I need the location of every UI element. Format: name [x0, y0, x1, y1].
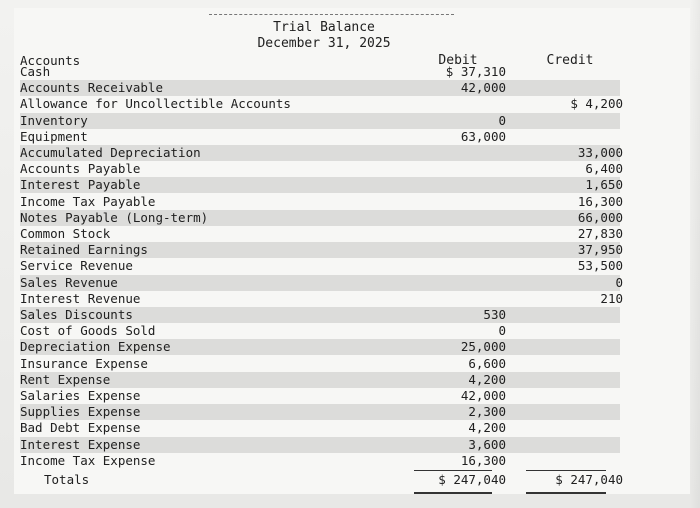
account-name: Sales Discounts — [20, 307, 133, 322]
account-row: Accounts Receivable 42,000 — [20, 80, 620, 97]
account-row: Interest Expense 3,600 — [20, 436, 620, 453]
account-row: Interest Payable 1,650 — [20, 177, 623, 194]
account-row: Accounts Payable 6,400 — [20, 161, 623, 177]
account-row: Cost of Goods Sold 0 — [20, 323, 620, 339]
debit-amount: $ 37,310 — [445, 64, 506, 79]
account-row: Service Revenue 53,500 — [20, 258, 623, 274]
credit-amount: 53,500 — [577, 258, 623, 274]
credit-amount: 27,830 — [577, 226, 623, 241]
side-shadow — [690, 0, 700, 508]
top-dashed-rule — [209, 14, 454, 15]
debit-amount: 0 — [498, 112, 506, 128]
account-row: Retained Earnings 37,950 — [20, 242, 623, 259]
totals-label: Totals — [44, 472, 90, 487]
credit-header: Credit — [546, 53, 594, 68]
credit-amount: 210 — [600, 290, 623, 306]
account-name: Income Tax Payable — [20, 193, 156, 209]
account-name: Inventory — [20, 112, 88, 128]
report-date: December 31, 2025 — [257, 36, 391, 51]
account-name: Accumulated Depreciation — [20, 145, 201, 160]
debit-amount: 42,000 — [460, 80, 506, 96]
account-row: Cash $ 37,310 — [20, 64, 620, 80]
credit-amount: 16,300 — [577, 193, 623, 209]
totals-debit: $ 247,040 — [438, 472, 506, 487]
account-row: Accumulated Depreciation 33,000 — [20, 145, 623, 161]
debit-amount: 2,300 — [468, 404, 506, 420]
account-name: Accounts Payable — [20, 161, 141, 177]
debit-amount: 4,200 — [468, 420, 506, 436]
account-name: Salaries Expense — [20, 388, 141, 403]
debit-amount: 63,000 — [460, 128, 506, 144]
account-row: Interest Revenue 210 — [20, 290, 623, 307]
account-row: Sales Revenue 0 — [20, 274, 623, 291]
account-name: Retained Earnings — [20, 242, 148, 258]
account-name: Sales Revenue — [20, 274, 118, 290]
debit-total-double-rule — [414, 492, 492, 494]
account-row: Sales Discounts 530 — [20, 307, 620, 323]
debit-amount: 4,200 — [468, 371, 506, 387]
account-row: Insurance Expense 6,600 — [20, 356, 620, 372]
account-name: Bad Debt Expense — [20, 420, 141, 436]
debit-amount: 25,000 — [460, 339, 506, 355]
account-row: Inventory 0 — [20, 112, 620, 129]
credit-amount: 6,400 — [585, 161, 623, 177]
header-row: Accounts — [20, 46, 620, 70]
credit-amount: 37,950 — [577, 242, 623, 258]
report-title-block: Trial Balance December 31, 2025 — [234, 20, 414, 52]
account-name: Equipment — [20, 128, 88, 144]
trial-balance-sheet: Trial Balance December 31, 2025 Accounts… — [14, 8, 690, 494]
account-name: Cost of Goods Sold — [20, 323, 156, 339]
account-row: Supplies Expense 2,300 — [20, 404, 620, 421]
totals-row: Totals $ 247,040 $ 247,040 — [20, 470, 623, 492]
account-name: Common Stock — [20, 226, 111, 241]
credit-amount: $ 4,200 — [570, 96, 623, 112]
account-row: Allowance for Uncollectible Accounts $ 4,… — [20, 96, 623, 112]
debit-amount: 42,000 — [460, 388, 506, 403]
account-row: Common Stock 27,830 — [20, 226, 623, 242]
debit-amount: 16,300 — [460, 452, 506, 468]
account-name: Interest Payable — [20, 177, 141, 193]
credit-amount: 0 — [615, 274, 623, 290]
debit-total-rule — [414, 470, 492, 471]
account-name: Depreciation Expense — [20, 339, 171, 355]
account-name: Allowance for Uncollectible Accounts — [20, 96, 291, 112]
totals-credit: $ 247,040 — [555, 472, 623, 487]
account-row: Income Tax Payable 16,300 — [20, 193, 623, 210]
account-row: Income Tax Expense 16,300 — [20, 453, 620, 469]
credit-amount: 1,650 — [585, 177, 623, 193]
account-row: Rent Expense 4,200 — [20, 371, 620, 388]
debit-amount: 0 — [498, 323, 506, 339]
report-title: Trial Balance — [273, 20, 375, 35]
credit-total-rule — [526, 470, 606, 471]
debit-amount: 3,600 — [468, 436, 506, 452]
credit-amount: 33,000 — [577, 145, 623, 160]
account-row: Notes Payable (Long-term) 66,000 — [20, 209, 623, 226]
account-row: Depreciation Expense 25,000 — [20, 339, 620, 356]
account-row: Equipment 63,000 — [20, 129, 620, 145]
credit-amount: 66,000 — [577, 209, 623, 225]
account-name: Accounts Receivable — [20, 80, 163, 96]
account-name: Cash — [20, 64, 51, 79]
debit-amount: 530 — [483, 307, 506, 322]
account-row: Bad Debt Expense 4,200 — [20, 420, 620, 436]
account-name: Supplies Expense — [20, 404, 141, 420]
account-name: Rent Expense — [20, 371, 111, 387]
account-name: Interest Expense — [20, 436, 141, 452]
account-name: Interest Revenue — [20, 290, 141, 306]
account-name: Notes Payable (Long-term) — [20, 209, 209, 225]
debit-amount: 6,600 — [468, 355, 506, 371]
credit-total-double-rule — [526, 492, 606, 494]
debit-header: Debit — [438, 53, 478, 68]
account-name: Insurance Expense — [20, 355, 148, 371]
account-name: Income Tax Expense — [20, 452, 156, 468]
account-name: Service Revenue — [20, 258, 133, 274]
account-row: Salaries Expense 42,000 — [20, 388, 620, 404]
accounts-header: Accounts — [20, 53, 81, 68]
